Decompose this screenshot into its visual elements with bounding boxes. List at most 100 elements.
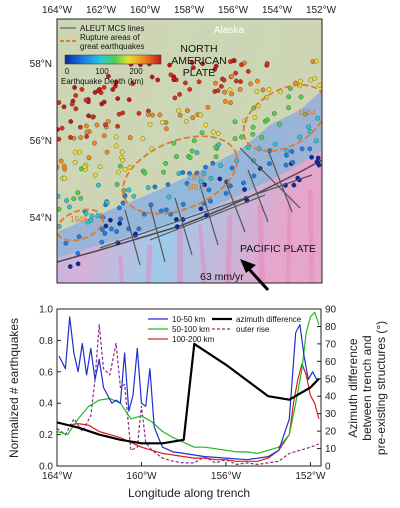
earthquake-dot	[104, 200, 110, 206]
earthquake-dot	[57, 100, 62, 105]
earthquake-dot	[97, 164, 103, 170]
earthquake-dot	[86, 113, 91, 119]
pacific-plate-label: PACIFIC PLATE	[240, 243, 316, 255]
y-right-tick-label: 70	[325, 339, 337, 350]
earthquake-dot	[222, 99, 228, 104]
earthquake-dot	[218, 163, 224, 168]
y-right-tick-label: 90	[325, 305, 337, 316]
y-axis-left: 0.0 0.2 0.4 0.6 0.8 1.0	[39, 305, 61, 473]
earthquake-dot	[210, 160, 216, 166]
earthquake-dot	[145, 185, 151, 190]
earthquake-dot	[103, 223, 109, 229]
earthquake-dot	[127, 135, 133, 140]
earthquake-dot	[64, 198, 69, 203]
y-right-tick-label: 80	[325, 322, 337, 333]
slope-band	[57, 90, 322, 258]
earthquake-dot	[113, 134, 119, 140]
earthquake-dot	[61, 104, 67, 110]
earthquake-dot	[61, 163, 67, 169]
scale-tick: 200	[129, 67, 143, 76]
earthquake-dot	[189, 148, 195, 154]
earthquake-dot	[228, 183, 233, 189]
svg-text:1938: 1938	[187, 173, 205, 182]
svg-text:1964: 1964	[298, 108, 316, 117]
y-tick-label: 0.8	[39, 336, 53, 347]
tick-label: 54°N	[30, 213, 52, 224]
earthquake-dot	[126, 187, 132, 193]
earthquake-dot	[59, 125, 65, 131]
earthquake-dot	[264, 61, 270, 66]
earthquake-dot	[237, 87, 243, 92]
earthquake-dot	[229, 91, 234, 97]
map-frame	[56, 18, 323, 284]
earthquake-dot	[216, 142, 222, 147]
earthquake-dot	[308, 77, 314, 83]
earthquake-dot	[203, 122, 209, 128]
velocity-label: 63 mm/yr	[200, 271, 244, 283]
earthquake-dot	[113, 143, 119, 149]
y-tick-label: 0.4	[39, 399, 53, 410]
earthquake-dot	[233, 70, 238, 76]
earthquake-dot	[78, 124, 83, 130]
earthquake-dot	[85, 219, 91, 225]
earthquake-dot	[286, 105, 291, 111]
earthquake-dot	[174, 154, 179, 159]
y-right-tick-label: 60	[325, 357, 337, 368]
earthquake-dot	[184, 181, 190, 186]
na-plate-label-1: NORTH	[180, 43, 217, 55]
earthquake-dot	[239, 62, 244, 68]
earthquake-dot	[265, 117, 270, 123]
earthquake-dot	[155, 77, 161, 83]
earthquake-dot	[92, 140, 97, 146]
earthquake-dot	[177, 112, 183, 118]
earthquake-dot	[82, 164, 88, 169]
earthquake-dot	[142, 170, 148, 176]
earthquake-dot	[232, 119, 238, 125]
earthquake-dot	[241, 180, 246, 186]
earthquake-dot	[201, 171, 207, 176]
earthquake-dot	[101, 133, 107, 139]
earthquake-dot	[190, 65, 196, 71]
earthquake-dot	[229, 165, 235, 171]
earthquake-dot	[187, 170, 192, 176]
earthquake-dot	[136, 226, 142, 232]
tick-label: 162°W	[86, 5, 117, 16]
map-legend: ALEUT MCS lines Rupture areas of great e…	[60, 24, 162, 86]
earthquake-dot	[95, 88, 101, 94]
tick-label: 152°W	[306, 5, 337, 16]
earthquake-dot	[167, 62, 172, 68]
earthquake-dot	[312, 75, 318, 81]
legend-item-10-50: 10-50 km	[172, 315, 206, 324]
earthquake-dot	[163, 207, 169, 213]
earthquake-dot	[215, 88, 221, 94]
earthquake-dot	[315, 160, 321, 166]
y-right-tick-label: 10	[325, 444, 337, 455]
depth-colorbar	[64, 54, 162, 65]
earthquake-dot	[62, 175, 68, 181]
earthquake-dot	[75, 251, 81, 256]
earthquake-dot	[68, 119, 74, 124]
tick-label: 156°W	[218, 5, 249, 16]
earthquake-dot	[69, 101, 75, 107]
tick-label: 58°N	[30, 59, 52, 70]
scale-tick: 100	[95, 67, 109, 76]
na-plate-label-3: PLATE	[183, 67, 215, 79]
earthquake-dot	[251, 158, 256, 163]
earthquake-dot	[108, 217, 113, 223]
earthquake-dot	[102, 231, 108, 236]
earthquake-dot	[254, 89, 259, 94]
earthquake-dot	[79, 166, 84, 172]
series-line-outer-rise	[57, 324, 320, 465]
earthquake-dot	[317, 82, 322, 88]
earthquake-dot	[315, 115, 321, 121]
chart-legend: 10-50 km 50-100 km 100-200 km azimuth di…	[148, 315, 302, 344]
earthquake-dot	[150, 112, 155, 118]
earthquake-dot	[77, 149, 82, 155]
earthquake-dot	[284, 152, 289, 158]
earthquake-dot	[57, 136, 62, 142]
scale-tick: 0	[65, 67, 70, 76]
earthquake-dot	[255, 78, 260, 84]
earthquake-dot	[180, 201, 186, 207]
earthquake-dot	[259, 135, 265, 140]
